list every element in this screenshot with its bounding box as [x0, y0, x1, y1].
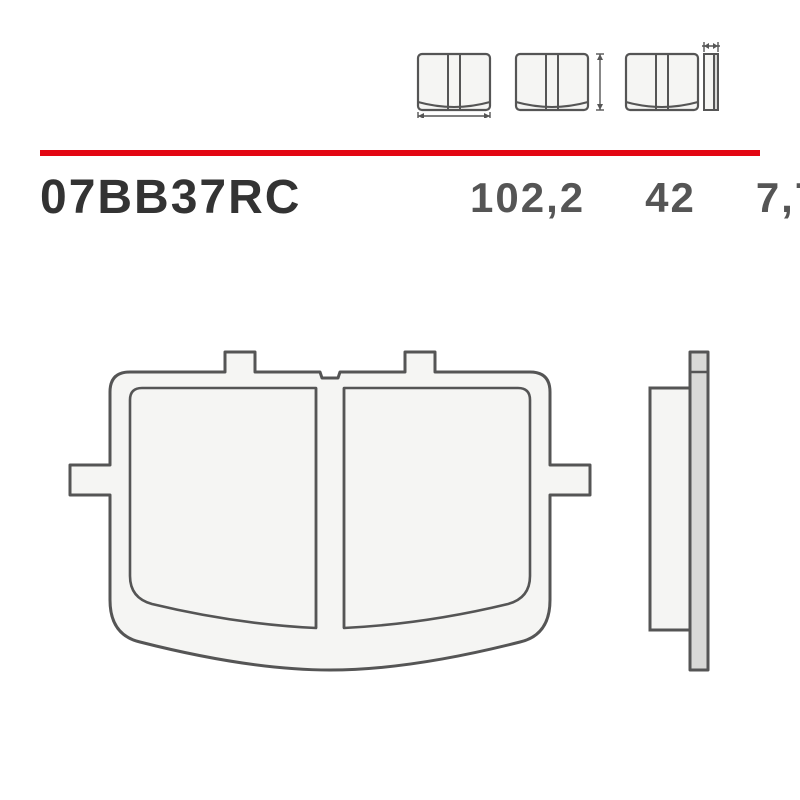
red-separator-line — [40, 150, 760, 156]
front-view — [70, 352, 590, 670]
dimension-thickness-value: 7,7 — [756, 174, 800, 222]
dimensions-group: 102,2 42 7,7 — [470, 174, 800, 222]
side-view — [650, 352, 708, 670]
spec-row: 07BB37RC 102,2 42 7,7 — [40, 170, 760, 225]
dimension-width-value: 102,2 — [470, 174, 585, 222]
height-dimension-icon — [510, 40, 608, 118]
thickness-dimension-icon — [620, 40, 730, 118]
dimension-height-value: 42 — [645, 174, 696, 222]
part-number: 07BB37RC — [40, 170, 301, 225]
dimension-icons-row — [410, 40, 730, 118]
width-dimension-icon — [410, 40, 498, 118]
technical-drawing — [40, 300, 760, 720]
